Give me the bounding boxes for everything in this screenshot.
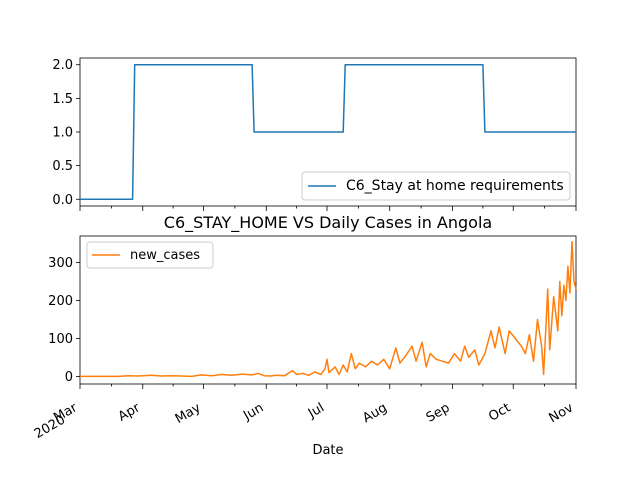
series-line-new-cases (80, 240, 577, 378)
bottom-panel: C6_STAY_HOME VS Daily Cases in Angola 0 1… (32, 213, 577, 458)
y-tick-label: 0 (65, 370, 73, 385)
y-tick-label: 300 (48, 256, 73, 271)
x-axis-label: Date (312, 443, 343, 458)
bottom-panel-frame (79, 235, 577, 385)
bottom-legend-box (86, 241, 214, 269)
x-tick-label: Nov (547, 400, 577, 426)
top-legend-box (301, 171, 571, 201)
y-tick-label: 1.0 (52, 126, 73, 141)
series-line-c6-stay-at-home-requirements (80, 63, 576, 201)
y-tick-label: 100 (48, 332, 73, 347)
x-tick-label: Sep (424, 400, 453, 425)
top-x-axis (79, 206, 577, 211)
top-legend: C6_Stay at home requirements (301, 171, 571, 201)
x-tick-label: Jun (240, 400, 266, 424)
top-legend-label: C6_Stay at home requirements (346, 178, 564, 194)
x-tick-label: 2020 (32, 412, 68, 442)
y-tick-label: 200 (48, 294, 73, 309)
x-tick-label: Apr (116, 400, 144, 425)
x-tick-label: May (173, 400, 204, 427)
bottom-legend: new_cases (86, 241, 214, 269)
y-tick-label: 1.5 (52, 92, 73, 107)
x-tick-label: Jul (305, 400, 327, 421)
top-y-axis: 0.0 0.5 1.0 1.5 2.0 (52, 58, 80, 208)
y-tick-label: 0.0 (52, 193, 73, 208)
x-tick-label: Oct (486, 400, 513, 424)
x-tick-label: Aug (360, 400, 389, 426)
bottom-series-group (80, 240, 577, 378)
y-tick-label: 0.5 (52, 159, 73, 174)
top-series-group (80, 63, 576, 201)
top-panel: 0.0 0.5 1.0 1.5 2.0 C6_Stay at home requirem… (52, 57, 577, 211)
y-tick-label: 2.0 (52, 58, 73, 73)
bottom-y-axis: 0 100 200 300 (48, 256, 80, 385)
chart-title: C6_STAY_HOME VS Daily Cases in Angola (164, 213, 492, 233)
bottom-legend-label: new_cases (130, 248, 200, 263)
